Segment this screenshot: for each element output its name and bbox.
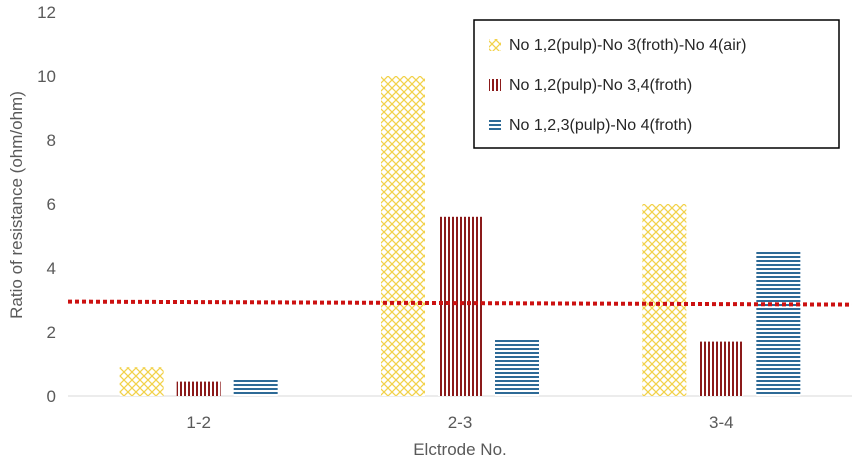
x-axis-title: Elctrode No.: [413, 440, 507, 459]
x-tick-label: 3-4: [709, 413, 734, 432]
x-tick-label: 1-2: [186, 413, 211, 432]
x-tick-label: 2-3: [448, 413, 473, 432]
y-tick-label: 12: [37, 3, 56, 22]
legend-label-3: No 1,2,3(pulp)-No 4(froth): [509, 117, 692, 134]
legend-swatch-2: [489, 79, 501, 91]
bar-2-3-series-1: [381, 76, 425, 396]
legend-label-1: No 1,2(pulp)-No 3(froth)-No 4(air): [509, 37, 746, 54]
bar-1-2-series-3: [233, 380, 278, 396]
legend-swatch-1: [489, 39, 501, 51]
y-tick-label: 0: [47, 387, 56, 406]
reference-line: [67, 299, 853, 307]
bar-2-3-series-2: [438, 216, 482, 396]
legend: No 1,2(pulp)-No 3(froth)-No 4(air) No 1,2…: [473, 19, 840, 149]
y-axis-title: Ratio of resistance (ohm/ohm): [7, 91, 26, 319]
legend-box: [473, 19, 840, 149]
y-tick-label: 2: [47, 323, 56, 342]
bars: [119, 76, 801, 396]
bar-3-4-series-1: [642, 204, 687, 396]
y-axis-ticks: 0 2 4 6 8 10 12: [37, 3, 56, 406]
bar-1-2-series-2: [176, 381, 221, 396]
y-tick-label: 8: [47, 131, 56, 150]
x-axis-ticks: 1-2 2-3 3-4: [186, 413, 733, 432]
legend-label-2: No 1,2(pulp)-No 3,4(froth): [509, 77, 692, 94]
bar-1-2-series-1: [119, 367, 164, 396]
legend-swatch-3: [489, 119, 501, 131]
bar-3-4-series-2: [699, 341, 744, 396]
y-tick-label: 10: [37, 67, 56, 86]
bar-2-3-series-3: [495, 338, 539, 396]
y-tick-label: 4: [47, 259, 56, 278]
y-tick-label: 6: [47, 195, 56, 214]
bar-3-4-series-3: [756, 252, 801, 396]
